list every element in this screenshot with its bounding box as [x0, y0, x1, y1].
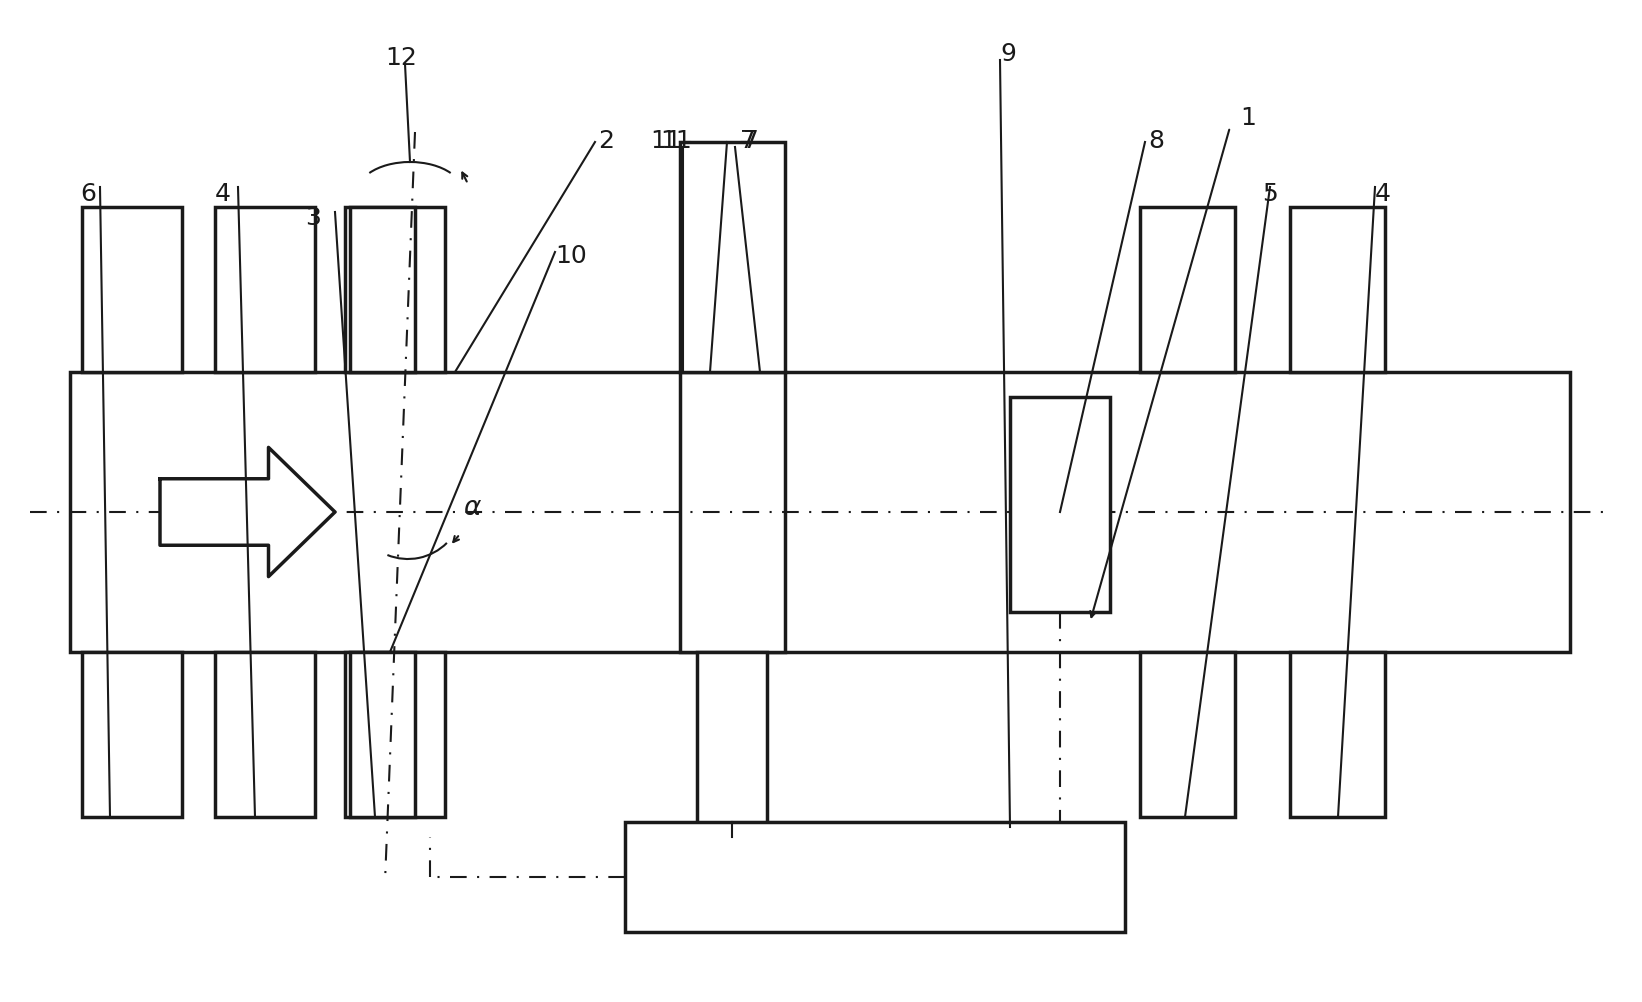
Bar — [680, 143, 785, 373]
Text: 12: 12 — [384, 46, 417, 70]
Text: 4: 4 — [1374, 181, 1391, 205]
Text: 7: 7 — [742, 129, 759, 153]
Bar — [1140, 207, 1235, 373]
Bar — [696, 652, 767, 837]
Bar — [680, 373, 785, 652]
Bar — [350, 652, 415, 818]
Text: 11: 11 — [660, 129, 691, 153]
Bar — [345, 652, 445, 818]
Text: 11: 11 — [650, 129, 681, 153]
Bar — [1291, 652, 1384, 818]
Polygon shape — [159, 448, 335, 577]
Bar — [1291, 207, 1384, 373]
Text: 6: 6 — [80, 181, 95, 205]
Bar — [1010, 398, 1110, 612]
Text: $\alpha$: $\alpha$ — [463, 495, 483, 519]
Bar — [626, 823, 1125, 932]
Bar — [345, 207, 445, 373]
Text: 4: 4 — [215, 181, 232, 205]
Text: 10: 10 — [555, 243, 586, 268]
Text: 7: 7 — [741, 129, 755, 153]
Text: 2: 2 — [598, 129, 614, 153]
Text: 1: 1 — [1240, 106, 1256, 130]
Text: 8: 8 — [1148, 129, 1164, 153]
Bar — [215, 652, 315, 818]
Text: 5: 5 — [1263, 181, 1277, 205]
Bar — [82, 207, 182, 373]
Bar — [82, 652, 182, 818]
Text: 3: 3 — [305, 205, 320, 229]
Bar — [215, 207, 315, 373]
Bar — [350, 207, 415, 373]
Bar — [1140, 652, 1235, 818]
Text: 9: 9 — [1000, 42, 1016, 66]
Bar — [71, 373, 1570, 652]
